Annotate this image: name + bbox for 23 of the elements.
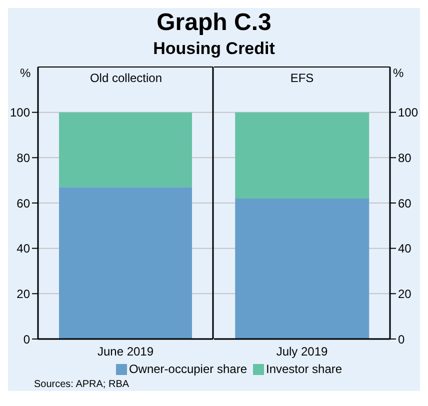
y2-tick-label: 20 xyxy=(398,286,412,301)
annotation: EFS xyxy=(289,71,315,85)
source-note: Sources: APRA; RBA xyxy=(33,379,130,391)
chart-subtitle: Housing Credit xyxy=(152,38,276,60)
y-tick-label: 60 xyxy=(16,196,30,210)
x-tick-label: July 2019 xyxy=(276,344,328,359)
y-tick-label: 100 xyxy=(10,106,30,120)
y2-tick-label: 80 xyxy=(398,150,412,165)
x-tick-label: June 2019 xyxy=(97,344,154,359)
annotation: Old collection xyxy=(88,71,164,85)
y2-tick-label: 100 xyxy=(398,106,418,120)
y2-axis-title: % xyxy=(393,66,404,80)
y2-tick-label: 60 xyxy=(398,196,412,210)
y2-tick-label: 0 xyxy=(398,332,405,346)
chart-title: Graph C.3 xyxy=(156,8,272,38)
y-tick-label: 20 xyxy=(16,286,30,301)
legend-label: Investor share xyxy=(266,362,342,376)
y-tick-label: 40 xyxy=(16,242,30,256)
y2-tick-label: 40 xyxy=(398,242,412,256)
legend-label: Owner-occupier share xyxy=(128,362,247,376)
y-tick-label: 0 xyxy=(23,332,30,346)
y-tick-label: 80 xyxy=(16,150,30,165)
y-axis-title: % xyxy=(20,66,31,80)
